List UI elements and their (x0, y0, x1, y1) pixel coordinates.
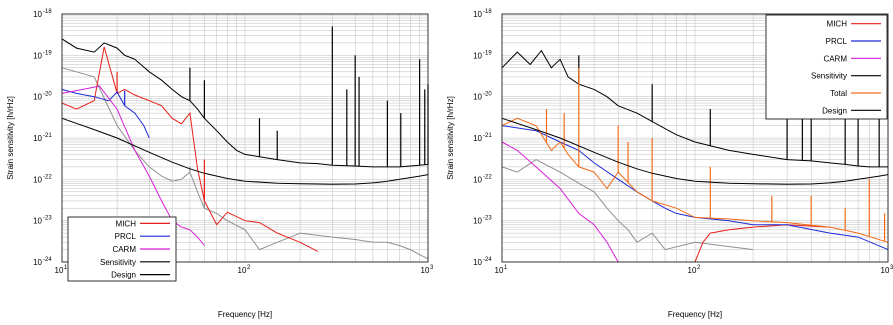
x-tick-exponent: 3 (890, 265, 893, 271)
y-tick-label: 10 (33, 175, 42, 184)
x-tick-label: 10 (688, 266, 697, 275)
y-tick-label: 10 (473, 93, 482, 102)
series-line-mich (694, 224, 830, 263)
series-line-unlabeled (501, 159, 754, 251)
series-left (61, 26, 429, 260)
legend-label: Sensitivity (100, 258, 136, 267)
legend-label: PRCL (826, 37, 848, 46)
series-line-sensitivity (61, 38, 429, 168)
x-tick-exponent: 3 (430, 265, 434, 271)
legend-left: MICH PRCL CARM Sensitivity Design (67, 216, 177, 282)
x-axis-label-left: Frequency [Hz] (218, 310, 272, 319)
y-tick-label: 10 (33, 51, 42, 60)
legend-label: PRCL (115, 232, 137, 241)
x-tick-exponent: 2 (697, 265, 701, 271)
x-tick-label: 10 (881, 266, 890, 275)
legend-right: MICH PRCL CARM Sensitivity Total Design (765, 14, 888, 120)
y-tick-exponent: -24 (43, 257, 52, 263)
y-tick-label: 10 (473, 217, 482, 226)
y-tick-exponent: -23 (43, 216, 52, 222)
y-tick-exponent: -20 (43, 92, 52, 98)
x-tick-label: 10 (421, 266, 430, 275)
x-axis-label-right: Frequency [Hz] (668, 310, 722, 319)
y-tick-exponent: -18 (483, 9, 492, 15)
series-line-design (501, 117, 889, 185)
y-tick-exponent: -20 (483, 92, 492, 98)
legend-label: Total (830, 89, 847, 98)
legend-label: Sensitivity (811, 72, 847, 81)
plot-frame-left (61, 13, 429, 263)
plot-frame-right (501, 13, 889, 263)
series-line-carm (61, 85, 205, 246)
y-tick-label: 10 (473, 258, 482, 267)
legend-label: MICH (827, 20, 848, 29)
y-tick-exponent: -22 (483, 174, 492, 180)
x-tick-label: 10 (55, 266, 64, 275)
y-axis-label-right: Strain sensitivity [h/rHz] (446, 96, 455, 180)
y-tick-exponent: -24 (483, 257, 492, 263)
legend-box (765, 14, 888, 120)
legend-label: MICH (116, 219, 137, 228)
y-tick-exponent: -21 (483, 133, 492, 139)
y-tick-exponent: -23 (483, 216, 492, 222)
series-line-unlabeled (61, 67, 429, 260)
y-tick-label: 10 (33, 217, 42, 226)
series-line-design (61, 117, 429, 185)
y-tick-label: 10 (33, 258, 42, 267)
y-tick-label: 10 (33, 93, 42, 102)
x-tick-label: 10 (238, 266, 247, 275)
x-tick-exponent: 1 (504, 265, 508, 271)
series-line-carm (501, 141, 619, 263)
legend-label: Design (111, 271, 136, 280)
legend-label: Design (822, 106, 847, 115)
y-tick-label: 10 (473, 51, 482, 60)
y-tick-exponent: -19 (483, 50, 492, 56)
x-tick-exponent: 2 (247, 265, 251, 271)
x-tick-label: 10 (495, 266, 504, 275)
y-axis-label-left: Strain sensitivity [h/rHz] (6, 96, 15, 180)
y-tick-exponent: -19 (43, 50, 52, 56)
y-tick-label: 10 (473, 10, 482, 19)
y-tick-label: 10 (473, 175, 482, 184)
y-tick-label: 10 (33, 10, 42, 19)
legend-label: CARM (823, 54, 847, 63)
x-tick-exponent: 1 (64, 265, 68, 271)
y-tick-label: 10 (473, 134, 482, 143)
y-tick-exponent: -18 (43, 9, 52, 15)
series-line-sensitivity (501, 49, 888, 168)
series-line-prcl (61, 88, 150, 139)
y-tick-exponent: -21 (43, 133, 52, 139)
series-line-prcl (501, 125, 889, 251)
y-tick-label: 10 (33, 134, 42, 143)
series-line-mich (61, 46, 319, 252)
legend-label: CARM (112, 245, 136, 254)
y-tick-exponent: -22 (43, 174, 52, 180)
